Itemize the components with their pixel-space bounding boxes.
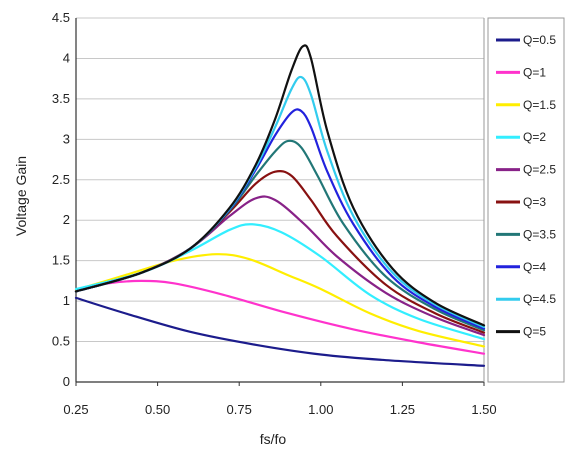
series-line-q-1 (74, 279, 486, 355)
axes (75, 18, 485, 386)
series-lines (74, 44, 486, 367)
y-tick-label: 4 (63, 50, 70, 65)
gridlines (76, 17, 484, 343)
y-tick-label: 2.5 (52, 172, 70, 187)
y-tick-label: 0 (63, 374, 70, 389)
series-line-q-2-5 (74, 195, 486, 337)
y-tick-label: 2 (63, 212, 70, 227)
y-tick-label: 1 (63, 293, 70, 308)
legend: Q=0.5 Q=1 Q=1.5 Q=2 Q=2.5 Q=3 Q=3.5 Q=4 Q=4.5 Q=5 (487, 17, 565, 383)
x-tick-label: 0.50 (145, 402, 170, 417)
series-line-q-5 (74, 44, 486, 327)
x-tick-label: 0.75 (227, 402, 252, 417)
legend-label-q-4: Q=4 (523, 260, 546, 274)
tick-labels: 0 0.5 1 1.5 2 2.5 3 3.5 4 4.5 0.25 0.50 0.75 1.00 1.25… (52, 10, 497, 417)
legend-label-q-3: Q=3 (523, 195, 546, 209)
x-tick-label: 1.25 (390, 402, 415, 417)
series-line-q-3 (74, 169, 486, 334)
legend-box (487, 17, 565, 383)
x-tick-label: 0.25 (63, 402, 88, 417)
legend-label-q-5: Q=5 (523, 325, 546, 339)
y-tick-label: 3 (63, 131, 70, 146)
y-tick-label: 4.5 (52, 10, 70, 25)
y-tick-label: 0.5 (52, 334, 70, 349)
x-axis-title: fs/fo (260, 431, 287, 447)
legend-label-q-0-5: Q=0.5 (523, 33, 556, 47)
legend-label-q-3-5: Q=3.5 (523, 227, 556, 241)
y-axis-title: Voltage Gain (13, 156, 29, 236)
legend-label-q-4-5: Q=4.5 (523, 292, 556, 306)
legend-label-q-2-5: Q=2.5 (523, 163, 556, 177)
series-line-q-3-5 (74, 139, 486, 332)
x-tick-label: 1.00 (308, 402, 333, 417)
y-tick-label: 1.5 (52, 253, 70, 268)
legend-label-q-2: Q=2 (523, 130, 546, 144)
series-line-q-1-5 (74, 253, 486, 348)
legend-label-q-1-5: Q=1.5 (523, 98, 556, 112)
series-line-q-0-5 (74, 296, 486, 367)
x-tick-label: 1.50 (471, 402, 496, 417)
y-tick-label: 3.5 (52, 91, 70, 106)
legend-label-q-1: Q=1 (523, 65, 546, 79)
